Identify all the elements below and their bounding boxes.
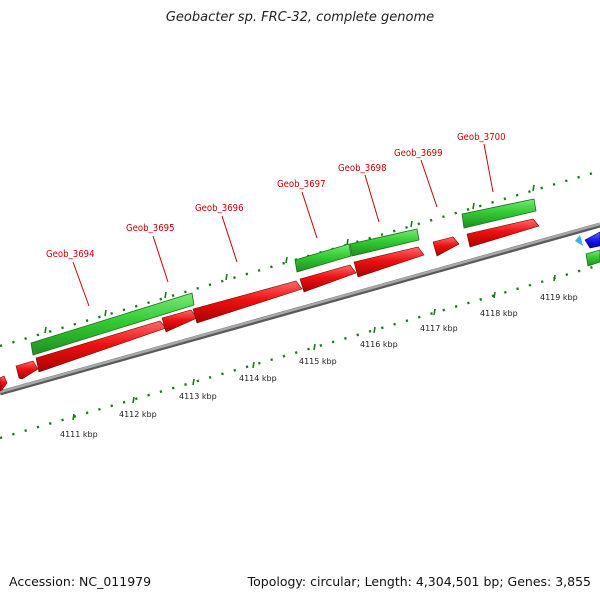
upper-tick-dots [0, 169, 600, 348]
tick-label-4112: 4112 kbp [119, 410, 157, 419]
tick-label-4113: 4113 kbp [179, 392, 217, 401]
gene-partial-left[interactable] [0, 375, 8, 392]
gene-geob-3698[interactable] [349, 228, 420, 257]
upper-major-tick [532, 184, 535, 192]
gene-geob-3694[interactable] [30, 292, 195, 356]
label-geob-3697[interactable]: Geob_3697 [277, 179, 326, 190]
lower-tick-track: 4111 kbp 4112 kbp 4113 kbp 4114 kbp 4115… [0, 263, 600, 440]
label-geob-3696[interactable]: Geob_3696 [195, 203, 244, 214]
tick-label-4118: 4118 kbp [480, 309, 518, 318]
other-genes [575, 231, 600, 249]
gene-small-reverse[interactable] [15, 360, 39, 380]
tick-label-4114: 4114 kbp [239, 374, 277, 383]
label-geob-3694[interactable]: Geob_3694 [46, 249, 95, 260]
gene-geob-3699[interactable] [432, 236, 460, 257]
upper-major-tick [346, 238, 349, 246]
lower-major-tick [313, 343, 316, 351]
label-geob-3700[interactable]: Geob_3700 [457, 132, 506, 143]
lower-major-tick [132, 396, 135, 404]
leader-geob-3698 [364, 174, 380, 223]
upper-major-tick [472, 202, 475, 210]
upper-major-tick [44, 326, 47, 334]
gene-label-leaders [72, 143, 494, 307]
leader-geob-3694 [72, 261, 90, 307]
label-geob-3698[interactable]: Geob_3698 [338, 163, 387, 174]
label-geob-3695[interactable]: Geob_3695 [126, 223, 175, 234]
accession-text: Accession: NC_011979 [9, 574, 152, 589]
lower-major-tick [433, 308, 436, 316]
gene-blue[interactable] [584, 231, 600, 249]
lower-major-tick [192, 378, 195, 386]
tick-label-4116: 4116 kbp [360, 340, 398, 349]
gene-geob-3697-reverse[interactable] [299, 264, 357, 293]
upper-major-tick [104, 309, 107, 317]
gene-geob-3697[interactable] [294, 243, 352, 273]
tick-label-4117: 4117 kbp [420, 324, 458, 333]
reverse-strand-genes [0, 218, 540, 392]
lower-major-tick [493, 291, 496, 299]
gene-geob-3696[interactable] [192, 280, 303, 324]
gene-geob-3700-reverse[interactable] [466, 218, 540, 248]
gene-geob-3700[interactable] [461, 198, 537, 229]
lower-major-tick [553, 274, 556, 282]
tick-label-4119: 4119 kbp [540, 293, 578, 302]
upper-major-tick [285, 256, 288, 264]
lower-tick-dots [0, 263, 600, 440]
map-title: Geobacter sp. FRC-32, complete genome [165, 10, 435, 25]
gene-geob-3698-reverse[interactable] [353, 246, 425, 278]
leader-geob-3700 [483, 143, 494, 193]
leader-geob-3699 [420, 159, 438, 208]
gene-labels: Geob_3694 Geob_3695 Geob_3696 Geob_3697 … [46, 132, 506, 260]
backbone-line [0, 222, 600, 394]
forward-strand-genes [30, 198, 600, 356]
tick-label-4115: 4115 kbp [299, 357, 337, 366]
tick-label-4111: 4111 kbp [60, 430, 98, 439]
gene-partial-right[interactable] [585, 249, 600, 267]
leader-geob-3695 [152, 235, 169, 283]
upper-major-tick [225, 273, 228, 281]
genome-summary-text: Topology: circular; Length: 4,304,501 bp… [247, 574, 591, 589]
label-geob-3699[interactable]: Geob_3699 [394, 148, 443, 159]
lower-major-tick [72, 413, 75, 421]
leader-geob-3697 [301, 191, 318, 239]
gene-light-blue[interactable] [575, 235, 583, 246]
genome-backbone [0, 222, 600, 396]
upper-major-tick [410, 220, 413, 228]
leader-geob-3696 [221, 215, 238, 263]
lower-major-tick [373, 326, 376, 334]
lower-major-tick [252, 361, 255, 369]
upper-major-tick [164, 291, 167, 299]
upper-tick-track [0, 169, 600, 348]
